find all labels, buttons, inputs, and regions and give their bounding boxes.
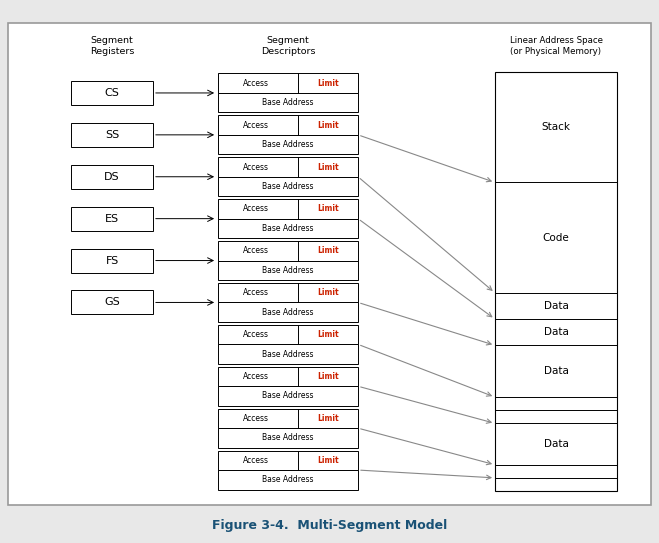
- Text: DS: DS: [104, 172, 120, 182]
- Text: CS: CS: [105, 88, 119, 98]
- FancyBboxPatch shape: [218, 157, 358, 177]
- FancyBboxPatch shape: [218, 451, 358, 470]
- FancyBboxPatch shape: [218, 73, 358, 93]
- FancyBboxPatch shape: [218, 219, 358, 238]
- Text: Segment
Descriptors: Segment Descriptors: [261, 36, 315, 56]
- FancyBboxPatch shape: [218, 428, 358, 447]
- Text: Data: Data: [544, 366, 569, 376]
- Text: Base Address: Base Address: [262, 98, 314, 107]
- Text: ES: ES: [105, 213, 119, 224]
- Text: Limit: Limit: [317, 372, 339, 381]
- FancyBboxPatch shape: [218, 93, 358, 112]
- Text: Base Address: Base Address: [262, 308, 314, 317]
- Text: Base Address: Base Address: [262, 350, 314, 358]
- Text: Access: Access: [243, 372, 269, 381]
- Text: Limit: Limit: [317, 414, 339, 423]
- Text: Access: Access: [243, 204, 269, 213]
- Text: Limit: Limit: [317, 79, 339, 88]
- Text: Figure 3-4.  Multi-Segment Model: Figure 3-4. Multi-Segment Model: [212, 519, 447, 532]
- Text: Access: Access: [243, 162, 269, 172]
- FancyBboxPatch shape: [495, 72, 617, 491]
- Text: Base Address: Base Address: [262, 475, 314, 484]
- Text: SS: SS: [105, 130, 119, 140]
- Text: Access: Access: [243, 414, 269, 423]
- Text: Limit: Limit: [317, 456, 339, 465]
- Text: Limit: Limit: [317, 288, 339, 297]
- Text: Limit: Limit: [317, 121, 339, 130]
- FancyBboxPatch shape: [218, 283, 358, 302]
- FancyBboxPatch shape: [71, 249, 153, 273]
- Text: Segment
Registers: Segment Registers: [90, 36, 134, 56]
- Text: Access: Access: [243, 330, 269, 339]
- Text: Base Address: Base Address: [262, 266, 314, 275]
- Text: Access: Access: [243, 456, 269, 465]
- Text: Data: Data: [544, 439, 569, 449]
- FancyBboxPatch shape: [218, 325, 358, 344]
- Text: Limit: Limit: [317, 330, 339, 339]
- FancyBboxPatch shape: [218, 386, 358, 406]
- FancyBboxPatch shape: [218, 261, 358, 280]
- FancyBboxPatch shape: [71, 291, 153, 314]
- FancyBboxPatch shape: [71, 81, 153, 105]
- FancyBboxPatch shape: [218, 177, 358, 196]
- Text: Access: Access: [243, 288, 269, 297]
- Text: Base Address: Base Address: [262, 182, 314, 191]
- Text: Access: Access: [243, 247, 269, 255]
- Text: Access: Access: [243, 79, 269, 88]
- FancyBboxPatch shape: [218, 409, 358, 428]
- Text: Base Address: Base Address: [262, 433, 314, 443]
- FancyBboxPatch shape: [218, 135, 358, 154]
- FancyBboxPatch shape: [71, 123, 153, 147]
- Text: Limit: Limit: [317, 204, 339, 213]
- FancyBboxPatch shape: [8, 23, 651, 505]
- FancyBboxPatch shape: [218, 367, 358, 386]
- FancyBboxPatch shape: [218, 344, 358, 364]
- FancyBboxPatch shape: [218, 199, 358, 219]
- Text: Linear Address Space
(or Physical Memory): Linear Address Space (or Physical Memory…: [509, 36, 602, 56]
- Text: Data: Data: [544, 301, 569, 311]
- FancyBboxPatch shape: [218, 115, 358, 135]
- Text: GS: GS: [104, 298, 120, 307]
- Text: Base Address: Base Address: [262, 224, 314, 233]
- Text: Code: Code: [542, 232, 569, 243]
- FancyBboxPatch shape: [71, 165, 153, 189]
- Text: Stack: Stack: [542, 122, 571, 132]
- FancyBboxPatch shape: [71, 207, 153, 231]
- Text: Access: Access: [243, 121, 269, 130]
- FancyBboxPatch shape: [218, 241, 358, 261]
- Text: Data: Data: [544, 327, 569, 337]
- FancyBboxPatch shape: [218, 470, 358, 490]
- FancyBboxPatch shape: [218, 302, 358, 322]
- Text: FS: FS: [105, 256, 119, 266]
- Text: Base Address: Base Address: [262, 392, 314, 401]
- Text: Limit: Limit: [317, 162, 339, 172]
- Text: Limit: Limit: [317, 247, 339, 255]
- Text: Base Address: Base Address: [262, 140, 314, 149]
